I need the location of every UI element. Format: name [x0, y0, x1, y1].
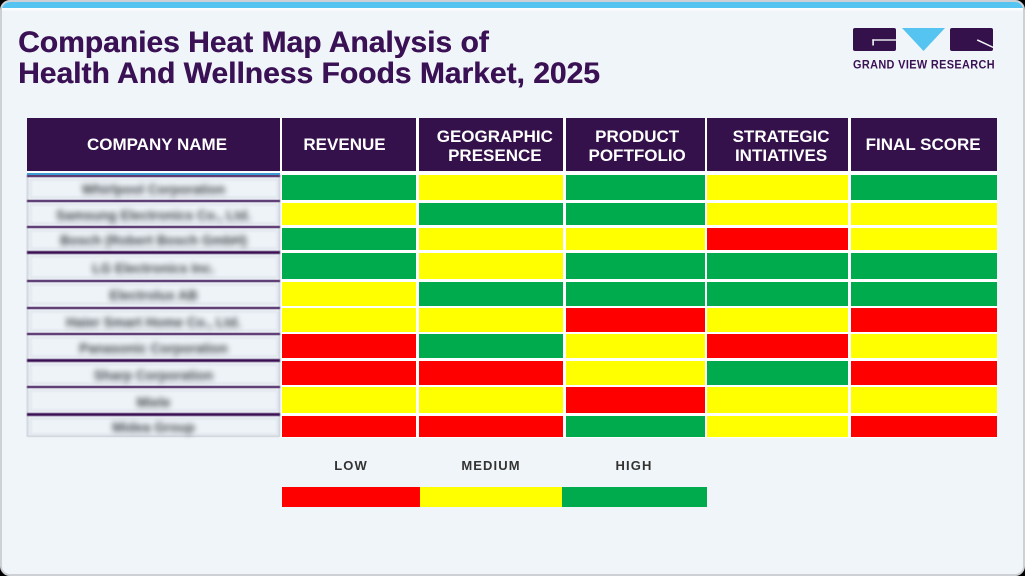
- svg-text:GRAND VIEW RESEARCH: GRAND VIEW RESEARCH: [853, 57, 995, 70]
